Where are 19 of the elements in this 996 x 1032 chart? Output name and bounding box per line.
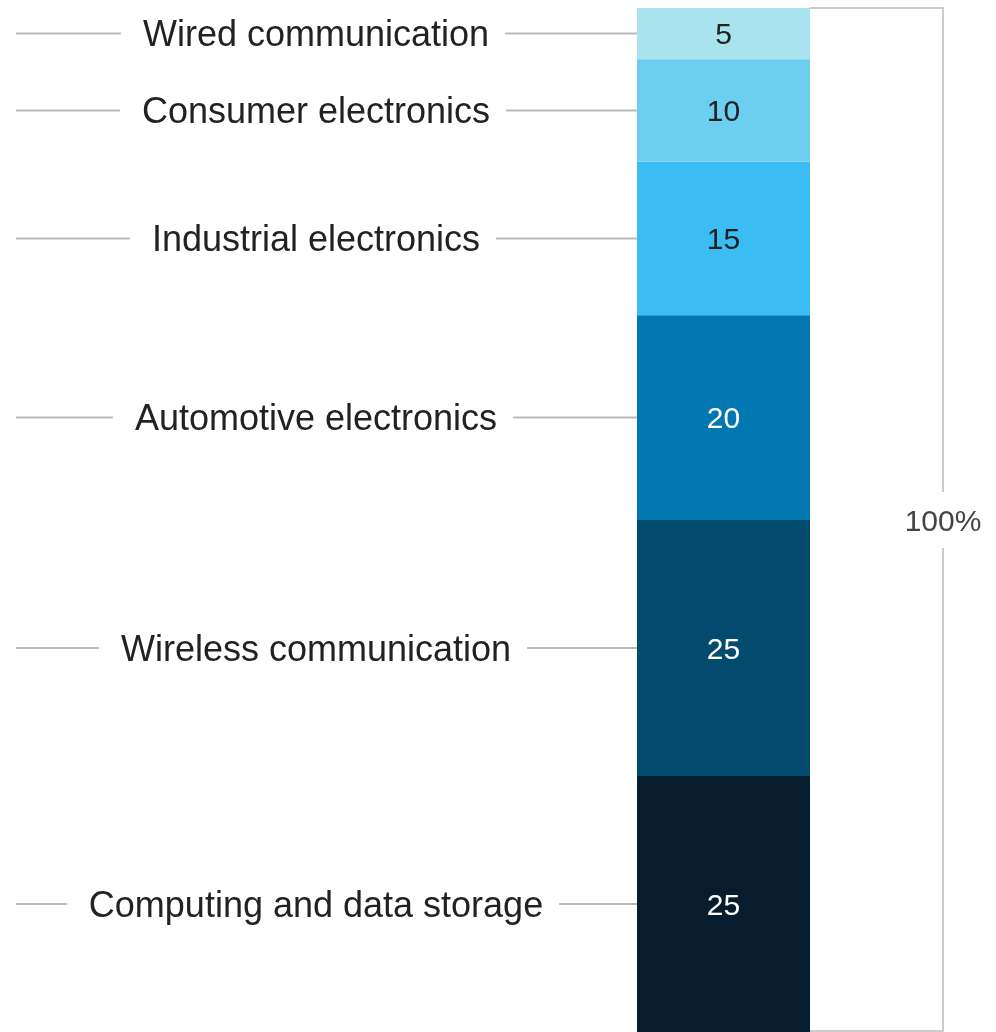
data-label: 10	[706, 93, 741, 127]
data-label: 15	[706, 221, 741, 255]
bar	[637, 315, 810, 520]
text: Wireless communication	[120, 627, 512, 669]
bar	[637, 8, 810, 60]
text: Automotive electronics	[134, 397, 498, 439]
data-label: 20	[706, 401, 741, 435]
data-label: 5	[715, 17, 732, 51]
text: Wired communication	[142, 13, 490, 55]
data-label: 25	[706, 631, 741, 665]
bar	[637, 520, 810, 776]
text: Consumer electronics	[141, 90, 491, 131]
bar	[637, 776, 810, 1032]
bar	[637, 161, 810, 316]
bar	[637, 59, 810, 162]
text: 100%	[904, 503, 982, 537]
data-label: 25	[706, 887, 741, 921]
text: Industrial electronics	[151, 218, 481, 259]
text: Computing and data storage	[88, 883, 544, 925]
